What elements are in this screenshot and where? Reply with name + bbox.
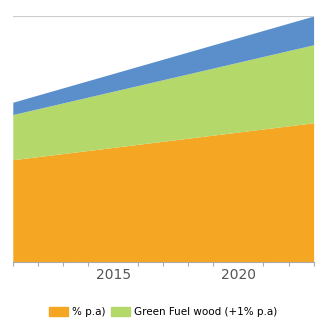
Legend: % p.a), Green Fuel wood (+1% p.a): % p.a), Green Fuel wood (+1% p.a)	[44, 303, 282, 320]
